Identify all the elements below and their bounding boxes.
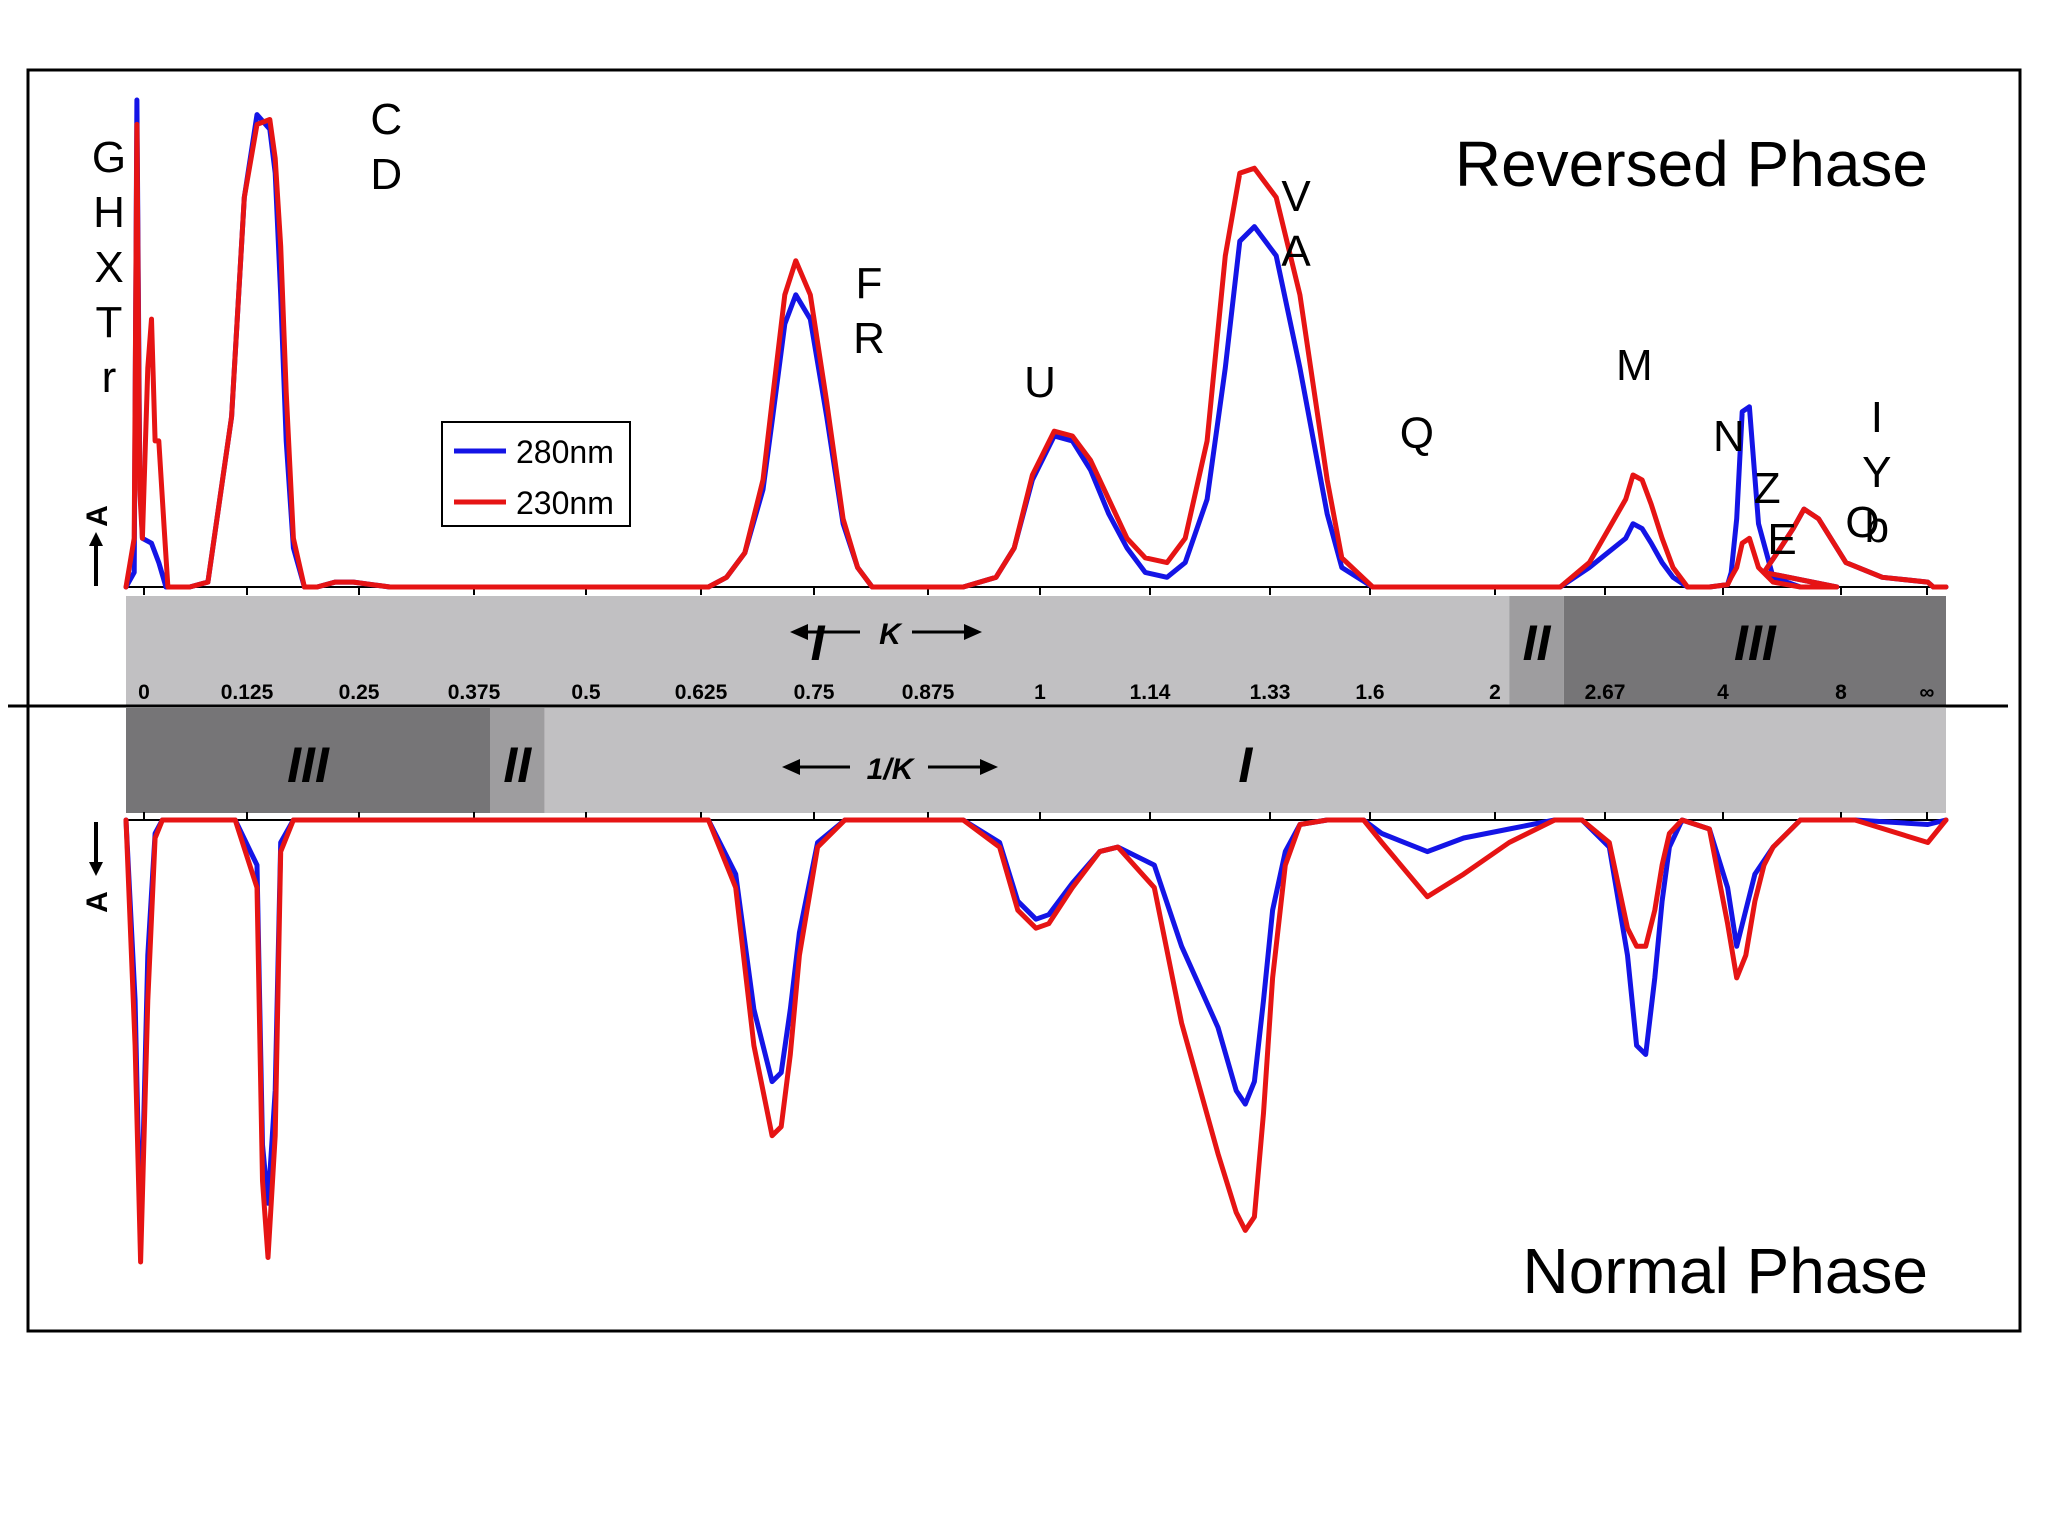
tick-label-13: 2.67 bbox=[1585, 681, 1626, 704]
bottom-region-bands: III II I bbox=[126, 708, 1946, 813]
legend-box bbox=[441, 421, 631, 527]
tick-label-15: 8 bbox=[1835, 681, 1847, 704]
peak-label-1-0: C bbox=[370, 95, 402, 144]
k-arrow-label: K bbox=[879, 618, 903, 651]
top-y-axis: A bbox=[81, 505, 114, 586]
top-region-band-2 bbox=[1563, 596, 1946, 705]
tick-label-6: 0.75 bbox=[794, 681, 835, 704]
k-arrow: K bbox=[790, 618, 982, 651]
bottom-region-label-0: III bbox=[287, 737, 330, 793]
tick-label-8: 1 bbox=[1034, 681, 1046, 704]
peak-label-0-4: r bbox=[102, 353, 117, 402]
peak-label-11-2: b bbox=[1865, 503, 1889, 552]
tick-label-2: 0.25 bbox=[339, 681, 380, 704]
tick-label-12: 2 bbox=[1489, 681, 1501, 704]
peak-label-3-0: U bbox=[1024, 358, 1056, 407]
tick-label-9: 1.14 bbox=[1130, 681, 1171, 704]
tick-label-4: 0.5 bbox=[571, 681, 601, 704]
peak-label-5-0: Q bbox=[1400, 409, 1434, 458]
peak-label-0-1: H bbox=[93, 188, 125, 237]
reversed-phase-title: Reversed Phase bbox=[1455, 128, 1928, 200]
top-region-bands: I II III bbox=[126, 596, 1946, 705]
peak-label-7-0: N bbox=[1713, 412, 1745, 461]
peak-label-4-0: V bbox=[1281, 172, 1311, 221]
tick-label-16: ∞ bbox=[1920, 681, 1935, 704]
tick-label-1: 0.125 bbox=[221, 681, 274, 704]
bottom-y-axis: A bbox=[81, 822, 114, 913]
peak-label-1-1: D bbox=[370, 150, 402, 199]
bottom-region-band-2 bbox=[544, 708, 1946, 813]
peak-label-8-0: Z bbox=[1754, 464, 1781, 513]
bottom-y-arrow-head bbox=[89, 862, 103, 876]
series-layer bbox=[123, 97, 1949, 1265]
peak-label-2-0: F bbox=[856, 259, 883, 308]
series-bottom-230nm bbox=[123, 817, 1949, 1265]
peak-label-2-1: R bbox=[853, 314, 885, 363]
top-y-arrow-head bbox=[89, 532, 103, 546]
bottom-axis-ticks bbox=[143, 812, 1928, 820]
bottom-region-band-1 bbox=[490, 708, 545, 813]
tick-label-3: 0.375 bbox=[448, 681, 501, 704]
inverse-k-arrow-left-head bbox=[782, 759, 800, 775]
peak-label-11-1: Y bbox=[1862, 448, 1891, 497]
legend-label-230: 230nm bbox=[516, 485, 614, 521]
inverse-k-arrow: 1/K bbox=[782, 753, 998, 786]
top-axis-ticks bbox=[143, 587, 1928, 595]
top-region-band-1 bbox=[1509, 596, 1564, 705]
tick-label-0: 0 bbox=[138, 681, 150, 704]
peak-label-6-0: M bbox=[1616, 341, 1653, 390]
top-region-label-2: III bbox=[1734, 615, 1777, 671]
bottom-region-band-0 bbox=[126, 708, 490, 813]
bottom-region-label-1: II bbox=[503, 737, 532, 793]
k-arrow-left-head bbox=[790, 624, 808, 640]
peak-label-0-3: T bbox=[96, 298, 123, 347]
peak-label-4-1: A bbox=[1281, 227, 1311, 276]
peak-label-9-0: E bbox=[1767, 515, 1796, 564]
peak-label-10-0: O bbox=[1845, 498, 1879, 547]
legend: 280nm 230nm bbox=[441, 421, 631, 527]
peak-label-11-0: I bbox=[1871, 393, 1883, 442]
peak-label-0-2: X bbox=[94, 243, 123, 292]
k-arrow-right-head bbox=[964, 624, 982, 640]
tick-label-14: 4 bbox=[1717, 681, 1729, 704]
top-region-label-1: II bbox=[1523, 615, 1552, 671]
series-top-230nm bbox=[123, 117, 1949, 590]
inverse-k-arrow-label: 1/K bbox=[867, 753, 916, 786]
tick-label-10: 1.33 bbox=[1250, 681, 1291, 704]
top-y-axis-label: A bbox=[81, 505, 114, 527]
peak-label-0-0: G bbox=[92, 133, 126, 182]
inverse-k-arrow-right-head bbox=[980, 759, 998, 775]
normal-phase-title: Normal Phase bbox=[1523, 1235, 1929, 1307]
bottom-y-axis-label: A bbox=[81, 891, 114, 913]
bottom-region-label-2: I bbox=[1238, 737, 1253, 793]
top-region-label-0: I bbox=[811, 615, 826, 671]
axis-tick-labels: 0 0.125 0.25 0.375 0.5 0.625 0.75 0.875 1 1.14 1.3… bbox=[138, 681, 1934, 704]
tick-label-5: 0.625 bbox=[675, 681, 728, 704]
top-region-band-0 bbox=[126, 596, 1510, 705]
tick-label-7: 0.875 bbox=[902, 681, 955, 704]
tick-label-11: 1.6 bbox=[1355, 681, 1384, 704]
legend-label-280: 280nm bbox=[516, 434, 614, 470]
